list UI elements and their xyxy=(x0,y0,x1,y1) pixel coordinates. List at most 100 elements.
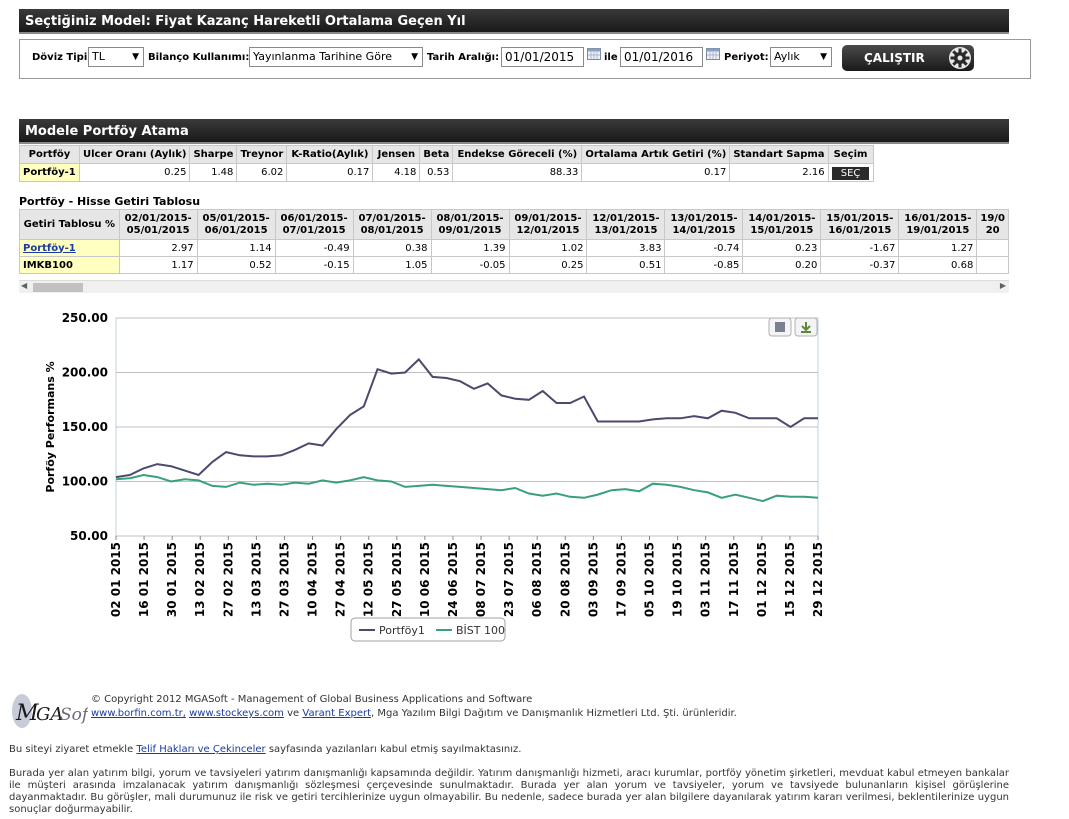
period-column-header: 07/01/2015- 08/01/2015 xyxy=(352,209,432,240)
end-date-input[interactable]: 01/01/2016 xyxy=(620,47,703,67)
x-tick-label: 16 01 2015 xyxy=(137,542,151,617)
table-cell: 1.17 xyxy=(118,256,198,274)
table-cell: 0.38 xyxy=(352,239,432,257)
mgasoft-logo: M GA Soft xyxy=(12,694,88,728)
borfin-link[interactable]: www.borfin.com.tr, xyxy=(91,708,186,719)
table-cell: 1.27 xyxy=(898,239,978,257)
calendar-icon[interactable] xyxy=(706,48,720,60)
currency-label: Döviz Tipi: xyxy=(32,52,92,63)
table-cell: -0.37 xyxy=(820,256,900,274)
y-axis-label: Porföy Performans % xyxy=(44,361,57,492)
y-tick-label: 100.00 xyxy=(62,475,108,489)
period-column-header: 15/01/2015- 16/01/2015 xyxy=(820,209,900,240)
table-row: Portföy-1 2.97 1.14 -0.49 0.38 1.39 1.02 3.83-… xyxy=(19,239,1009,257)
select-cell: SEÇ xyxy=(827,163,874,182)
column-header: Ortalama Artık Getiri (%) xyxy=(581,145,731,164)
balance-select[interactable]: Yayınlanma Tarihine Göre ▼ xyxy=(249,47,423,67)
returns-table: Getiri Tablosu % 02/01/2015- 05/01/2015 05… xyxy=(19,209,1009,274)
table-cell: -1.67 xyxy=(820,239,900,257)
table-cell: -0.74 xyxy=(664,239,744,257)
print-icon[interactable] xyxy=(768,317,792,337)
x-tick-label: 20 08 2015 xyxy=(558,542,572,617)
terms-prefix: Bu siteyi ziyaret etmekle xyxy=(9,744,134,755)
x-tick-label: 15 12 2015 xyxy=(783,542,797,617)
period-column-header: 09/01/2015- 12/01/2015 xyxy=(508,209,588,240)
period-start: 05/01/2015- xyxy=(202,212,270,224)
period-column-header: 13/01/2015- 14/01/2015 xyxy=(664,209,744,240)
period-start: 19/0 xyxy=(980,212,1005,224)
select-button[interactable]: SEÇ xyxy=(831,166,870,180)
stockeys-link[interactable]: www.stockeys.com xyxy=(189,708,284,719)
column-header: Sharpe xyxy=(189,145,238,164)
period-column-header: 16/01/2015- 19/01/2015 xyxy=(898,209,978,240)
table-cell: 0.51 xyxy=(586,256,666,274)
table-cell: 0.17 xyxy=(286,163,374,182)
table-cell: 1.48 xyxy=(189,163,238,182)
y-tick-label: 250.00 xyxy=(62,311,108,325)
run-button[interactable]: ÇALIŞTIR xyxy=(842,45,974,71)
period-start: 14/01/2015- xyxy=(748,212,816,224)
period-end: 16/01/2015 xyxy=(828,224,892,236)
period-end: 13/01/2015 xyxy=(594,224,658,236)
scroll-left-icon[interactable]: ◀ xyxy=(21,281,28,290)
scroll-right-icon[interactable]: ▶ xyxy=(999,281,1006,290)
gear-icon xyxy=(949,47,971,69)
period-column-header: 02/01/2015- 05/01/2015 xyxy=(118,209,198,240)
chevron-down-icon: ▼ xyxy=(132,52,139,62)
copyright-text: © Copyright 2012 MGASoft - Management of… xyxy=(91,694,533,705)
table-cell: 1.05 xyxy=(352,256,432,274)
y-tick-label: 50.00 xyxy=(70,529,108,543)
scrollbar-thumb[interactable] xyxy=(33,283,83,292)
period-select[interactable]: Aylık ▼ xyxy=(770,47,832,67)
x-tick-label: 19 10 2015 xyxy=(671,542,685,617)
period-start: 12/01/2015- xyxy=(592,212,660,224)
column-header: Ulcer Oranı (Aylık) xyxy=(78,145,191,164)
table-cell: 0.17 xyxy=(581,163,731,182)
x-tick-label: 10 06 2015 xyxy=(418,542,432,617)
table-row: IMKB100 1.17 0.52 -0.15 1.05 -0.05 0.25 0.51 -0… xyxy=(19,256,1009,274)
chart-legend: Portföy1 BİST 100 xyxy=(350,617,506,642)
filter-form: Döviz Tipi: TL ▼ Bilanço Kullanımı: Yayın… xyxy=(19,39,1031,79)
table-cell: 1.02 xyxy=(508,239,588,257)
portfolio-link[interactable]: Portföy-1 xyxy=(19,239,120,257)
download-icon[interactable] xyxy=(794,317,818,337)
period-end: 05/01/2015 xyxy=(126,224,190,236)
terms-line: Bu siteyi ziyaret etmekle Telif Hakları … xyxy=(9,744,521,755)
start-date-input[interactable]: 01/01/2015 xyxy=(501,47,584,67)
period-column-header: 06/01/2015- 07/01/2015 xyxy=(274,209,354,240)
date-range-label: Tarih Aralığı: xyxy=(427,52,500,63)
currency-select[interactable]: TL ▼ xyxy=(88,47,144,67)
x-tick-label: 27 02 2015 xyxy=(221,542,235,617)
x-tick-label: 13 02 2015 xyxy=(193,542,207,617)
table-header-row: Getiri Tablosu % 02/01/2015- 05/01/2015 05… xyxy=(19,209,1009,240)
period-label: Periyot: xyxy=(724,52,769,63)
portfolio-name: Portföy-1 xyxy=(19,163,80,182)
period-start: 08/01/2015- xyxy=(436,212,504,224)
returns-table-scroll-area[interactable]: Getiri Tablosu % 02/01/2015- 05/01/2015 05… xyxy=(19,209,1009,293)
performance-chart: 250.00 200.00 150.00 100.00 50.00 Porföy Perf… xyxy=(44,311,825,642)
svg-text:Soft: Soft xyxy=(60,705,88,725)
period-end: 09/01/2015 xyxy=(438,224,502,236)
varant-expert-link[interactable]: Varant Expert xyxy=(302,708,372,719)
and-text: ve xyxy=(287,708,300,719)
period-start: 09/01/2015- xyxy=(514,212,582,224)
x-tick-label: 27 04 2015 xyxy=(334,542,348,617)
period-column-header: 19/0 20 xyxy=(976,209,1009,240)
x-tick-label: 06 08 2015 xyxy=(530,542,544,617)
portfolio-section-title: Modele Portföy Atama xyxy=(19,119,1009,144)
calendar-icon[interactable] xyxy=(587,48,601,60)
horizontal-scrollbar[interactable]: ◀ ▶ xyxy=(19,280,1009,293)
terms-link[interactable]: Telif Hakları ve Çekinceler xyxy=(136,744,266,755)
x-tick-label: 13 03 2015 xyxy=(249,542,263,617)
table-cell: -0.15 xyxy=(274,256,354,274)
portfolio-link-label[interactable]: Portföy-1 xyxy=(23,242,76,254)
table-cell: 0.25 xyxy=(78,163,191,182)
column-header: K-Ratio(Aylık) xyxy=(286,145,374,164)
table-cell: 2.16 xyxy=(729,163,829,182)
series-line-portfoy1 xyxy=(115,357,818,479)
svg-text:GA: GA xyxy=(36,704,63,725)
and-label: ile xyxy=(604,52,618,63)
table-cell: -0.85 xyxy=(664,256,744,274)
disclaimer-text: Burada yer alan yatırım bilgi, yorum ve … xyxy=(9,768,1009,815)
table-cell: 2.97 xyxy=(118,239,198,257)
